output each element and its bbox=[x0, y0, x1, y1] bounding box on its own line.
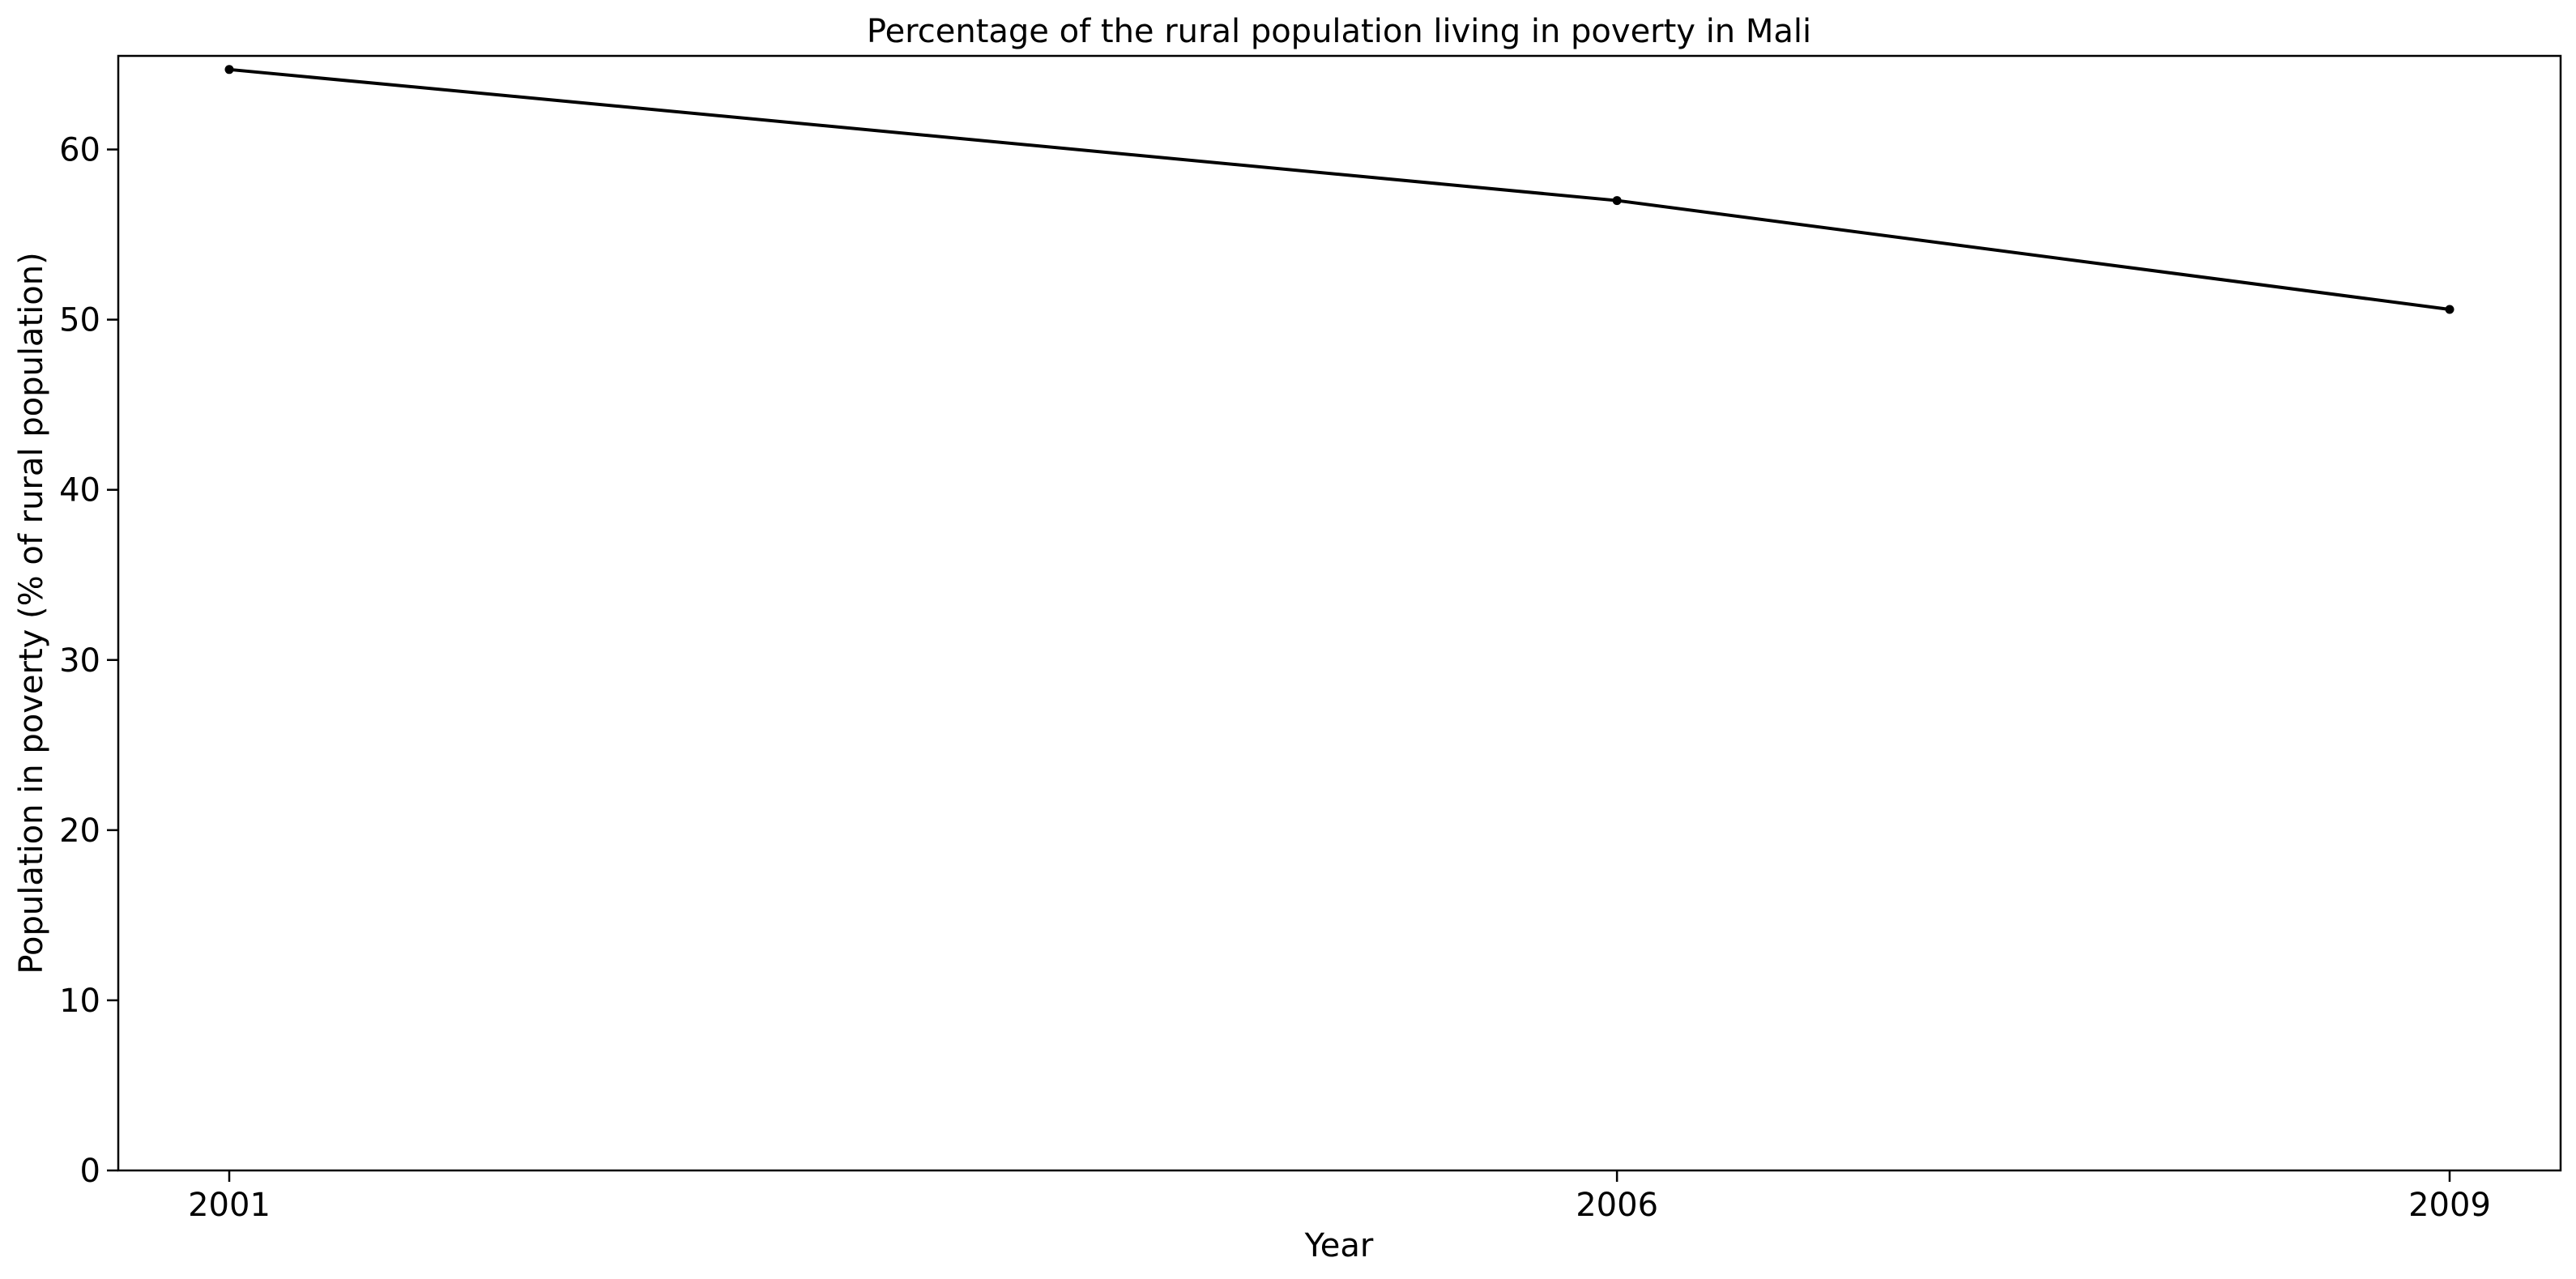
y-tick-label: 10 bbox=[59, 983, 100, 1020]
y-tick-label: 60 bbox=[59, 132, 100, 169]
y-tick-label: 50 bbox=[59, 302, 100, 339]
x-tick-label: 2009 bbox=[2408, 1187, 2491, 1224]
y-tick-label: 20 bbox=[59, 812, 100, 850]
y-tick-label: 0 bbox=[80, 1153, 100, 1190]
y-axis: 0 10 20 30 40 50 60 bbox=[59, 132, 118, 1190]
x-axis: 2001 2006 2009 bbox=[188, 1170, 2491, 1224]
y-tick-label: 40 bbox=[59, 472, 100, 509]
y-axis-label: Population in poverty (% of rural popula… bbox=[13, 252, 50, 974]
x-tick-label: 2001 bbox=[188, 1187, 271, 1224]
chart-title: Percentage of the rural population livin… bbox=[867, 13, 1811, 50]
data-point bbox=[2445, 305, 2454, 314]
plot-area-frame bbox=[117, 54, 2562, 1172]
y-tick-label: 30 bbox=[59, 642, 100, 680]
x-axis-label: Year bbox=[1304, 1227, 1374, 1264]
x-tick-label: 2006 bbox=[1576, 1187, 1658, 1224]
data-point bbox=[224, 65, 234, 75]
series-layer bbox=[224, 65, 2454, 314]
data-point bbox=[1612, 196, 1622, 206]
